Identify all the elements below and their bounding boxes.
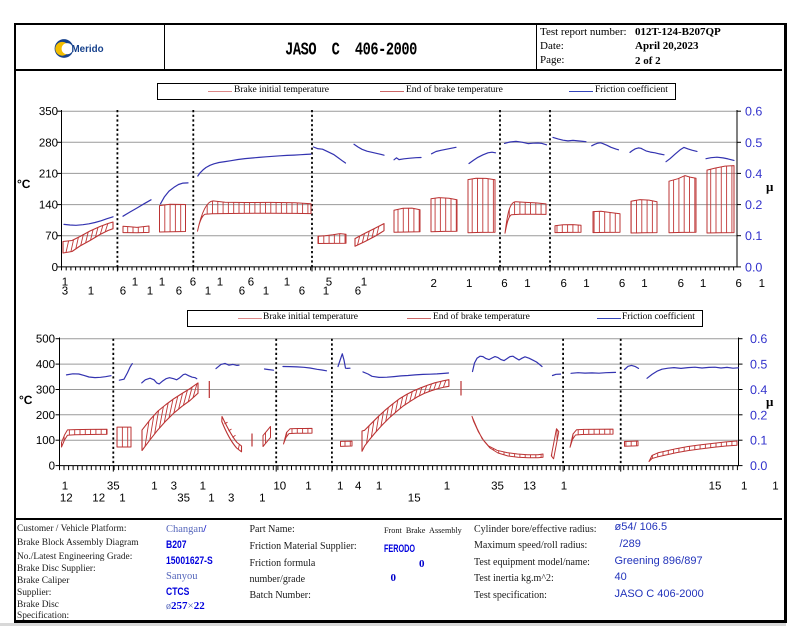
svg-text:0.5: 0.5 — [750, 358, 767, 372]
svg-text:12: 12 — [60, 493, 73, 505]
svg-text:1: 1 — [88, 286, 94, 298]
svg-text:1: 1 — [337, 481, 343, 493]
svg-text:1: 1 — [217, 277, 223, 289]
svg-text:1: 1 — [259, 493, 265, 505]
svg-text:10: 10 — [273, 481, 286, 493]
svg-text:1: 1 — [641, 278, 647, 290]
svg-text:1: 1 — [759, 278, 765, 290]
svg-text:1: 1 — [159, 277, 165, 289]
svg-text:1: 1 — [323, 286, 329, 298]
svg-text:100: 100 — [36, 435, 55, 447]
svg-text:1: 1 — [147, 286, 153, 298]
svg-text:35: 35 — [107, 481, 120, 493]
svg-text:1: 1 — [205, 286, 211, 298]
svg-text:1: 1 — [583, 278, 589, 290]
svg-text:0.1: 0.1 — [745, 229, 762, 243]
svg-text:0: 0 — [52, 262, 58, 274]
svg-text:1: 1 — [466, 278, 472, 290]
svg-text:6: 6 — [299, 286, 305, 298]
svg-text:1: 1 — [62, 277, 68, 289]
svg-text:6: 6 — [735, 278, 741, 290]
svg-text:1: 1 — [62, 481, 68, 493]
svg-text:280: 280 — [39, 137, 58, 149]
svg-text:5: 5 — [326, 277, 332, 289]
svg-text:1: 1 — [741, 481, 747, 493]
svg-text:4: 4 — [355, 481, 362, 493]
svg-text:6: 6 — [355, 286, 361, 298]
svg-text:6: 6 — [619, 278, 625, 290]
svg-text:1: 1 — [284, 277, 290, 289]
svg-text:0.6: 0.6 — [750, 332, 767, 346]
svg-text:1: 1 — [151, 481, 157, 493]
svg-text:0.0: 0.0 — [750, 459, 767, 473]
svg-text:1: 1 — [361, 277, 367, 289]
svg-text:300: 300 — [36, 385, 55, 397]
svg-text:0: 0 — [49, 461, 55, 473]
svg-text:0.4: 0.4 — [745, 167, 762, 181]
svg-text:1: 1 — [305, 481, 311, 493]
svg-text:1: 1 — [444, 481, 450, 493]
svg-text:0.1: 0.1 — [750, 434, 767, 448]
svg-text:35: 35 — [177, 493, 190, 505]
svg-text:1: 1 — [376, 481, 382, 493]
svg-text:200: 200 — [36, 410, 55, 422]
svg-text:μ: μ — [766, 179, 774, 194]
svg-text:6: 6 — [248, 277, 254, 289]
svg-text:0.2: 0.2 — [745, 198, 762, 212]
svg-text:350: 350 — [39, 106, 58, 118]
svg-text:6: 6 — [120, 286, 126, 298]
svg-text:3: 3 — [62, 286, 68, 298]
svg-text:2: 2 — [430, 278, 436, 290]
svg-text:210: 210 — [39, 168, 58, 180]
svg-text:0.0: 0.0 — [745, 260, 762, 274]
svg-text:500: 500 — [36, 334, 55, 346]
svg-text:1: 1 — [561, 481, 567, 493]
svg-text:6: 6 — [176, 286, 182, 298]
svg-text:15: 15 — [709, 481, 722, 493]
svg-text:6: 6 — [501, 278, 507, 290]
svg-text:1: 1 — [132, 277, 138, 289]
svg-text:6: 6 — [678, 278, 684, 290]
svg-text:1: 1 — [524, 278, 530, 290]
svg-text:15: 15 — [408, 493, 421, 505]
svg-text:3: 3 — [171, 481, 177, 493]
svg-text:0.4: 0.4 — [750, 383, 767, 397]
svg-text:1: 1 — [700, 278, 706, 290]
svg-text:1: 1 — [772, 481, 778, 493]
svg-text:35: 35 — [491, 481, 504, 493]
svg-text:1: 1 — [200, 481, 206, 493]
svg-text:12: 12 — [92, 493, 105, 505]
svg-text:°C: °C — [17, 177, 31, 191]
svg-text:°C: °C — [19, 393, 33, 407]
svg-text:0.6: 0.6 — [745, 105, 762, 119]
svg-text:140: 140 — [39, 200, 58, 212]
svg-text:13: 13 — [523, 481, 536, 493]
svg-text:6: 6 — [560, 278, 566, 290]
svg-text:1: 1 — [119, 493, 125, 505]
svg-text:0.2: 0.2 — [750, 408, 767, 422]
svg-text:70: 70 — [45, 231, 58, 243]
svg-text:6: 6 — [190, 277, 196, 289]
svg-text:1: 1 — [208, 493, 214, 505]
svg-text:μ: μ — [766, 394, 774, 409]
svg-text:3: 3 — [228, 493, 234, 505]
svg-text:1: 1 — [263, 286, 269, 298]
svg-text:0.5: 0.5 — [745, 136, 762, 150]
svg-text:400: 400 — [36, 359, 55, 371]
svg-text:6: 6 — [239, 286, 245, 298]
